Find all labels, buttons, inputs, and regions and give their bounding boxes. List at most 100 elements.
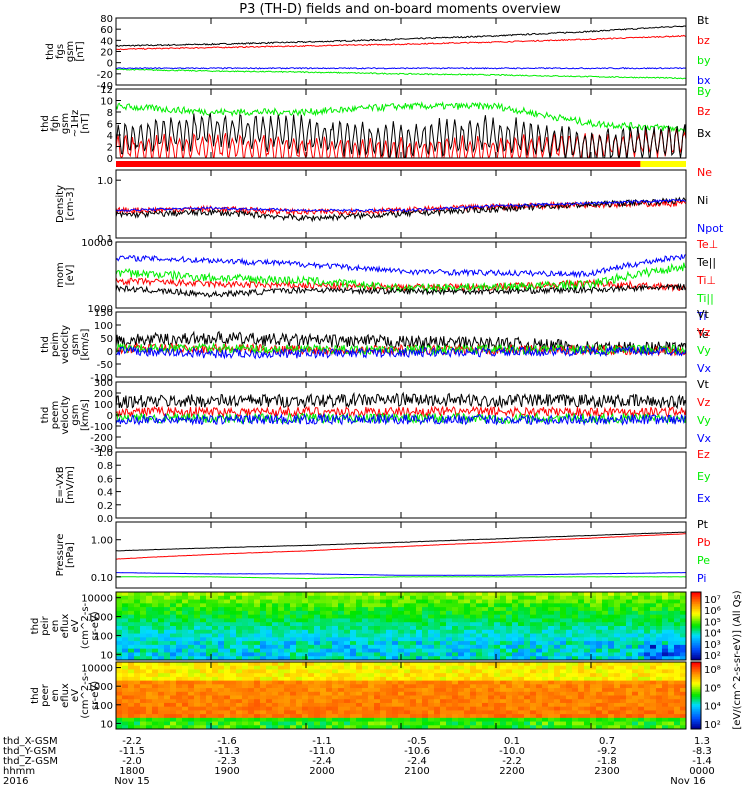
heatmap-cell (404, 626, 411, 631)
heatmap-cell (212, 622, 219, 627)
heatmap-cell (470, 626, 477, 631)
heatmap-cell (290, 676, 297, 682)
heatmap-cell (530, 702, 537, 708)
heatmap-cell (134, 680, 141, 685)
heatmap-cell (650, 725, 657, 730)
heatmap-cell (656, 595, 663, 600)
x-row-label: thd_X-GSM (3, 736, 58, 747)
heatmap-cell (422, 673, 429, 678)
heatmap-cell (254, 676, 261, 682)
heatmap-cell (674, 637, 681, 642)
legend-label: Pb (697, 536, 711, 549)
heatmap-cell (458, 648, 465, 653)
heatmap-cell (140, 710, 147, 715)
heatmap-cell (494, 637, 501, 642)
heatmap-cell (302, 607, 309, 612)
heatmap-cell (476, 603, 483, 608)
heatmap-cell (428, 688, 435, 693)
heatmap-cell (296, 725, 303, 730)
heatmap-cell (230, 665, 237, 670)
heatmap-cell (398, 641, 405, 646)
heatmap-cell (536, 695, 543, 700)
heatmap-cell (506, 721, 513, 726)
ephemeris-value: -2.2 (122, 736, 142, 747)
heatmap-cell (350, 676, 357, 682)
heatmap-cell (464, 699, 471, 704)
heatmap-cell (200, 721, 207, 726)
heatmap-cell (308, 714, 315, 719)
heatmap-cell (326, 665, 333, 670)
heatmap-cell (380, 702, 387, 708)
heatmap-cell (158, 607, 165, 612)
heatmap-cell (638, 673, 645, 678)
heatmap-cell (164, 717, 171, 722)
heatmap-cell (374, 607, 381, 612)
heatmap-cell (170, 717, 177, 722)
heatmap-cell (428, 669, 435, 674)
heatmap-cell (482, 684, 489, 689)
heatmap-cell (332, 626, 339, 631)
heatmap-cell (296, 714, 303, 719)
heatmap-cell (122, 607, 129, 612)
heatmap-cell (644, 595, 651, 600)
heatmap-cell (176, 669, 183, 674)
heatmap-cell (182, 721, 189, 726)
heatmap-cell (674, 629, 681, 634)
heatmap-cell (500, 629, 507, 634)
heatmap-cell (278, 717, 285, 722)
heatmap-cell (248, 676, 255, 682)
heatmap-cell (152, 721, 159, 726)
heatmap-cell (656, 629, 663, 634)
heatmap-cell (128, 618, 135, 623)
heatmap-cell (494, 629, 501, 634)
heatmap-cell (644, 592, 651, 597)
heatmap-cell (554, 626, 561, 631)
ephemeris-value: -9.2 (597, 746, 617, 757)
heatmap-cell (458, 652, 465, 657)
heatmap-cell (404, 673, 411, 678)
heatmap-cell (254, 592, 261, 597)
heatmap-cell (140, 626, 147, 631)
heatmap-cell (650, 680, 657, 685)
heatmap-cell (278, 626, 285, 631)
heatmap-cell (128, 607, 135, 612)
heatmap-cell (320, 644, 327, 650)
heatmap-cell (452, 595, 459, 600)
heatmap-cell (314, 641, 321, 646)
heatmap-cell (518, 710, 525, 715)
heatmap-cell (146, 626, 153, 631)
heatmap-cell (464, 633, 471, 638)
heatmap-cell (302, 673, 309, 678)
heatmap-cell (362, 614, 369, 619)
heatmap-cell (338, 592, 345, 597)
heatmap-cell (494, 595, 501, 600)
heatmap-cell (434, 699, 441, 704)
heatmap-cell (602, 629, 609, 634)
heatmap-cell (200, 618, 207, 623)
heatmap-cell (296, 691, 303, 696)
heatmap-cell (326, 614, 333, 619)
heatmap-cell (128, 648, 135, 653)
heatmap-cell (308, 676, 315, 682)
heatmap-cell (584, 599, 591, 604)
heatmap-cell (410, 680, 417, 685)
heatmap-cell (236, 656, 243, 661)
heatmap-cell (170, 626, 177, 631)
heatmap-cell (230, 641, 237, 646)
heatmap-cell (368, 680, 375, 685)
heatmap-cell (632, 592, 639, 597)
heatmap-cell (464, 622, 471, 627)
heatmap-cell (578, 695, 585, 700)
heatmap-cell (146, 725, 153, 730)
heatmap-cell (368, 641, 375, 646)
heatmap-cell (356, 695, 363, 700)
heatmap-cell (614, 599, 621, 604)
heatmap-cell (590, 680, 597, 685)
heatmap-cell (194, 610, 201, 616)
heatmap-cell (578, 607, 585, 612)
heatmap-cell (164, 607, 171, 612)
heatmap-cell (644, 706, 651, 711)
heatmap-cell (332, 706, 339, 711)
heatmap-cell (542, 695, 549, 700)
heatmap-cell (494, 656, 501, 661)
